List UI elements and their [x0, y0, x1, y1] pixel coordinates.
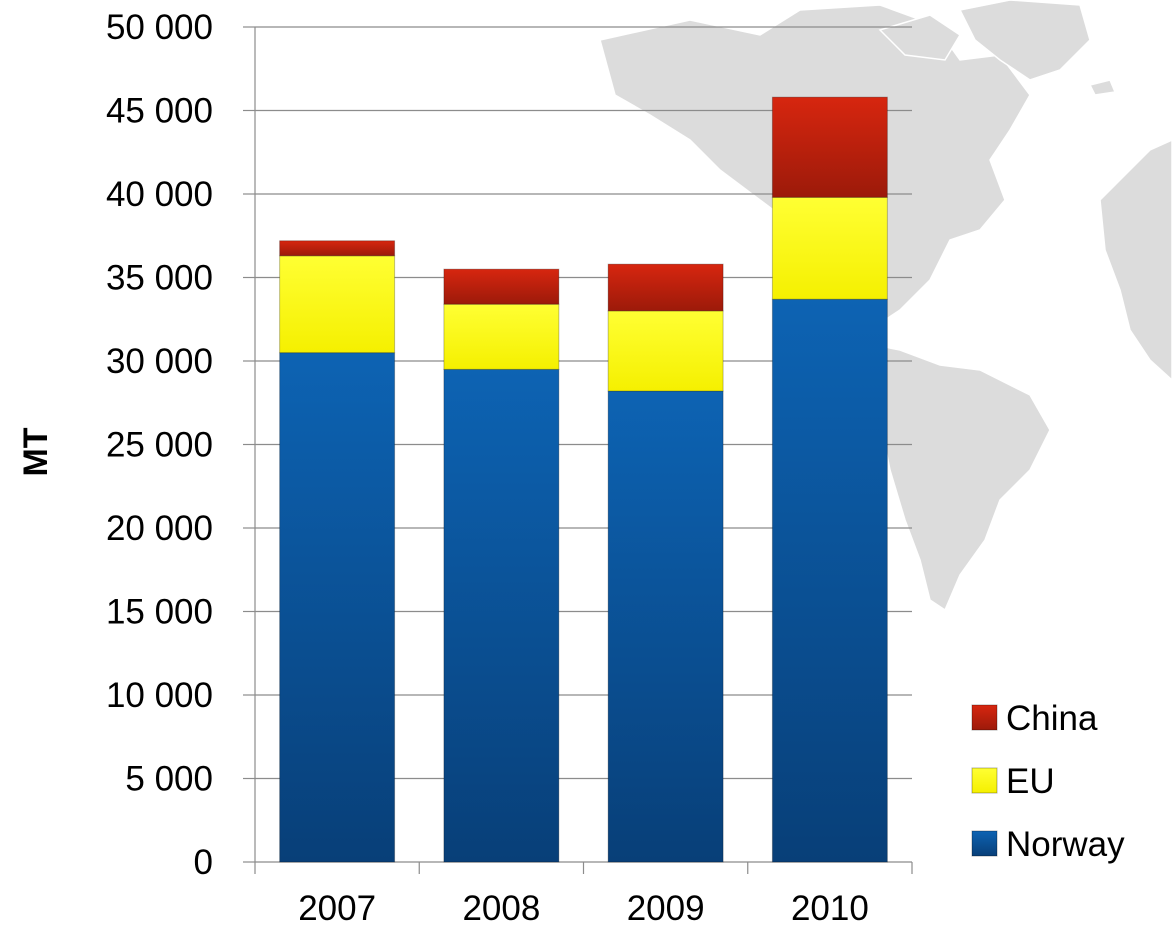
bar-segment-norway-2007 — [279, 352, 396, 863]
y-tick-label: 40 000 — [106, 175, 213, 214]
bar-segment-norway-2008 — [443, 368, 560, 863]
legend-swatch-norway — [971, 830, 998, 857]
y-tick-label: 50 000 — [106, 8, 213, 47]
y-tick-label: 0 — [194, 843, 213, 882]
legend-label-norway: Norway — [1006, 825, 1125, 864]
legend-label-eu: EU — [1006, 762, 1055, 801]
y-tick-label: 25 000 — [106, 426, 213, 465]
y-axis-label: MT — [17, 427, 55, 476]
y-tick-label: 15 000 — [106, 593, 213, 632]
y-tick-label: 10 000 — [106, 676, 213, 715]
y-tick-label: 30 000 — [106, 342, 213, 381]
bar-segment-china-2008 — [443, 268, 560, 305]
bar-segment-china-2009 — [607, 263, 724, 312]
bar-segment-china-2007 — [279, 240, 396, 257]
y-tick-labels: 0 5 000 10 000 15 000 20 000 25 000 30 000 35 0… — [106, 8, 213, 882]
x-tick-label: 2009 — [627, 889, 705, 928]
x-tick-label: 2008 — [462, 889, 540, 928]
legend-label-china: China — [1006, 699, 1098, 738]
legend: China EU Norway — [971, 699, 1125, 864]
bar-segment-norway-2009 — [607, 390, 724, 863]
bar-segment-eu-2010 — [771, 196, 888, 300]
y-tick-label: 45 000 — [106, 92, 213, 131]
legend-swatch-eu — [971, 767, 998, 794]
legend-swatch-china — [971, 704, 998, 731]
bars — [279, 96, 888, 863]
bar-segment-norway-2010 — [771, 298, 888, 863]
bar-segment-eu-2007 — [279, 255, 396, 354]
y-tick-label: 5 000 — [125, 760, 213, 799]
x-tick-labels: 2007 2008 2009 2010 — [298, 889, 869, 928]
x-tick-label: 2007 — [298, 889, 376, 928]
y-tick-label: 20 000 — [106, 509, 213, 548]
bar-segment-eu-2009 — [607, 310, 724, 392]
bar-segment-eu-2008 — [443, 303, 560, 370]
x-tick-label: 2010 — [791, 889, 869, 928]
bar-segment-china-2010 — [771, 96, 888, 198]
y-tick-label: 35 000 — [106, 259, 213, 298]
